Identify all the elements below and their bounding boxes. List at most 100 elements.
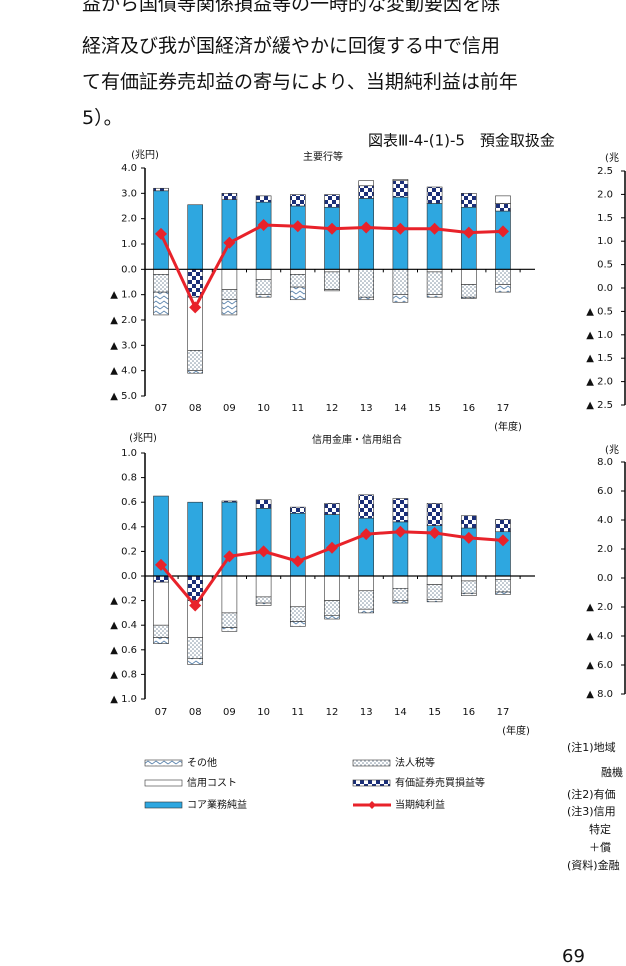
bar-segment — [289, 274, 306, 288]
bar-segment — [495, 210, 511, 270]
note: (注1)地域 — [567, 740, 616, 754]
bar-segment — [187, 204, 203, 270]
bar-segment — [392, 587, 409, 601]
bar-segment — [426, 203, 443, 270]
y-tick-label: ▲ 0.6 — [110, 645, 137, 656]
body-text: て有価証券売却益の寄与により、当期純利益は前年 — [82, 71, 518, 93]
bar-segment — [460, 269, 477, 285]
y-tick-label: ▲ 6.0 — [586, 660, 613, 671]
bar-segment — [187, 658, 203, 665]
y-tick-label: 0.2 — [121, 546, 137, 557]
bar-segment — [495, 591, 511, 595]
bar-segment — [426, 503, 443, 526]
net-income-marker — [428, 222, 441, 235]
legend-marker — [368, 801, 376, 809]
bar-segment — [460, 284, 477, 298]
bar-segment — [289, 575, 306, 608]
y-tick-label: 0.0 — [121, 571, 137, 582]
y-tick-label: ▲ 0.8 — [110, 669, 137, 680]
bar-segment — [255, 195, 272, 203]
bar-segment — [392, 294, 409, 303]
x-tick-label: 09 — [223, 403, 236, 414]
bar-segment — [187, 350, 203, 371]
y-axis-label: (兆円) — [131, 149, 159, 161]
bar-segment — [255, 508, 272, 577]
bar-segment — [392, 600, 409, 604]
x-tick-label: 09 — [223, 707, 236, 718]
bar-segment — [221, 289, 238, 301]
bar-segment — [289, 269, 306, 275]
note: ＋償 — [589, 840, 611, 854]
net-income-marker — [189, 301, 202, 314]
chart-title: 主要行等 — [303, 150, 343, 163]
net-income-marker — [326, 541, 338, 554]
bar-segment — [426, 584, 443, 600]
bar-segment — [324, 289, 340, 292]
x-tick-label: 17 — [497, 403, 510, 414]
y-axis-label: (兆円) — [129, 432, 157, 444]
x-tick-label: 15 — [428, 707, 441, 718]
y-tick-label: ▲ 5.0 — [110, 391, 137, 402]
bar-segment — [358, 494, 375, 519]
note: (注2)有価 — [567, 787, 616, 801]
net-income-marker — [497, 225, 509, 238]
y-tick-label: ▲ 0.2 — [110, 596, 137, 607]
bar-segment — [255, 499, 272, 509]
bar-segment — [358, 608, 375, 614]
bar-segment — [460, 515, 477, 529]
bar-segment — [289, 506, 306, 514]
x-axis-label: (年度) — [494, 420, 522, 433]
y-tick-label: ▲ 2.5 — [586, 400, 613, 411]
net-income-marker — [257, 219, 270, 231]
note: (資料)金融 — [567, 858, 620, 872]
bar-segment — [392, 180, 409, 198]
bar-segment — [460, 580, 477, 594]
y-tick-label: 0.8 — [121, 473, 137, 484]
x-tick-label: 13 — [360, 707, 373, 718]
net-income-marker — [257, 545, 270, 558]
y-tick-label: ▲ 3.0 — [110, 340, 137, 351]
legend-label: 法人税等 — [395, 756, 435, 769]
net-income-marker — [360, 528, 373, 541]
bar-segment — [153, 269, 169, 275]
y-tick-label: 0.5 — [597, 260, 613, 271]
bar-segment — [221, 575, 238, 614]
y-tick-label: 1.0 — [121, 448, 137, 459]
y-tick-label: ▲ 1.0 — [110, 694, 137, 705]
y-tick-label: ▲ 1.0 — [110, 290, 137, 301]
bar-segment — [358, 517, 375, 577]
bar-segment — [324, 503, 340, 515]
bar-segment — [153, 575, 169, 583]
x-tick-label: 07 — [155, 403, 168, 414]
y-tick-label: ▲ 1.0 — [586, 330, 613, 341]
x-tick-label: 08 — [189, 403, 202, 414]
bar-segment — [495, 519, 511, 533]
y-tick-label: 2.0 — [121, 214, 137, 225]
legend-swatch — [352, 779, 391, 787]
bar-segment — [255, 602, 272, 606]
y-tick-label: 6.0 — [597, 486, 613, 497]
bar-segment — [255, 279, 272, 295]
net-income-marker — [394, 222, 407, 235]
y-tick-label: 0.6 — [121, 497, 137, 508]
bar-segment — [153, 581, 169, 626]
y-tick-label: 1.0 — [597, 236, 613, 247]
figure-title: 図表Ⅲ-4-(1)-5 預金取扱金 — [368, 132, 555, 150]
net-income-marker — [223, 236, 236, 249]
note: (注3)信用 — [567, 804, 616, 818]
legend-swatch — [352, 759, 391, 767]
x-tick-label: 12 — [326, 707, 339, 718]
bar-segment — [289, 205, 306, 270]
bar-segment — [221, 269, 238, 290]
legend-label: 有価証券売買損益等 — [395, 776, 485, 789]
x-tick-label: 14 — [394, 403, 407, 414]
bar-segment — [221, 612, 238, 628]
body-text: 5）。 — [82, 107, 123, 129]
bar-segment — [460, 592, 477, 596]
note: 融機 — [601, 765, 623, 779]
bar-segment — [187, 501, 203, 577]
y-tick-label: ▲ 0.5 — [586, 306, 613, 317]
legend-label: 当期純利益 — [395, 798, 445, 811]
net-income-marker — [428, 526, 441, 539]
